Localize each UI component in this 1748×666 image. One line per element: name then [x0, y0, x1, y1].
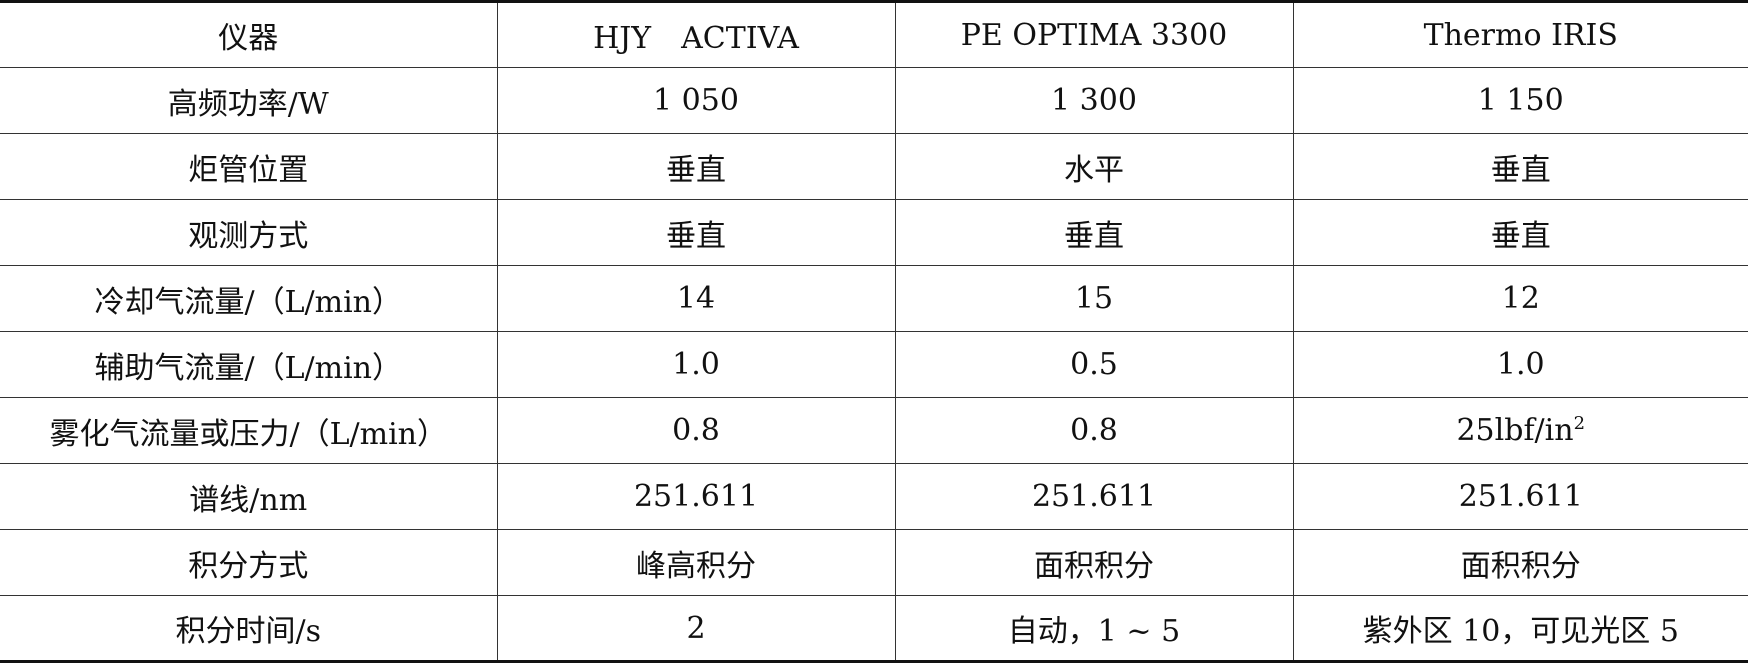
- pressure-value: 25lbf/in: [1456, 413, 1574, 448]
- table-cell: 0.8: [496, 397, 896, 464]
- table-cell: 2: [496, 595, 896, 663]
- table-cell: 峰高积分: [496, 529, 896, 596]
- table-cell: 1.0: [1292, 331, 1748, 398]
- table-cell: 自动，1 ~ 5: [894, 595, 1294, 663]
- table-cell: 紫外区 10，可见光区 5: [1292, 595, 1748, 663]
- table-cell: 1 050: [496, 67, 896, 134]
- table-cell: 垂直: [894, 199, 1294, 266]
- table-cell: 面积积分: [894, 529, 1294, 596]
- table-cell: 1.0: [496, 331, 896, 398]
- header-cell-pe-optima: PE OPTIMA 3300: [894, 0, 1294, 68]
- table-cell: 15: [894, 265, 1294, 332]
- table-row: 高频功率/W 1 050 1 300 1 150: [0, 67, 1748, 134]
- table-row: 观测方式 垂直 垂直 垂直: [0, 199, 1748, 266]
- table-cell: 1 150: [1292, 67, 1748, 134]
- table-cell: 0.5: [894, 331, 1294, 398]
- row-label-cell: 高频功率/W: [0, 67, 498, 134]
- row-label-cell: 冷却气流量/（L/min）: [0, 265, 498, 332]
- row-label-cell: 辅助气流量/（L/min）: [0, 331, 498, 398]
- table-cell: 垂直: [1292, 133, 1748, 200]
- header-cell-hjy-activa: HJY ACTIVA: [496, 0, 896, 68]
- row-label-cell: 积分方式: [0, 529, 498, 596]
- pressure-exponent: 2: [1573, 413, 1586, 434]
- table-row: 雾化气流量或压力/（L/min） 0.8 0.8 25lbf/in2: [0, 397, 1748, 464]
- table-row: 冷却气流量/（L/min） 14 15 12: [0, 265, 1748, 332]
- table-cell: 面积积分: [1292, 529, 1748, 596]
- header-cell-thermo-iris: Thermo IRIS: [1292, 0, 1748, 68]
- table-row: 炬管位置 垂直 水平 垂直: [0, 133, 1748, 200]
- table-cell: 251.611: [894, 463, 1294, 530]
- table-cell: 251.611: [496, 463, 896, 530]
- row-label-cell: 雾化气流量或压力/（L/min）: [0, 397, 498, 464]
- table-cell: 14: [496, 265, 896, 332]
- row-label-cell: 炬管位置: [0, 133, 498, 200]
- table-row: 积分时间/s 2 自动，1 ~ 5 紫外区 10，可见光区 5: [0, 595, 1748, 663]
- row-label-cell: 观测方式: [0, 199, 498, 266]
- table-cell: 251.611: [1292, 463, 1748, 530]
- row-label-cell: 积分时间/s: [0, 595, 498, 663]
- table-cell: 水平: [894, 133, 1294, 200]
- table-header-row: 仪器 HJY ACTIVA PE OPTIMA 3300 Thermo IRIS: [0, 0, 1748, 68]
- header-cell-instrument: 仪器: [0, 0, 498, 68]
- table-cell: 12: [1292, 265, 1748, 332]
- table-row: 谱线/nm 251.611 251.611 251.611: [0, 463, 1748, 530]
- table-cell: 垂直: [1292, 199, 1748, 266]
- row-label-cell: 谱线/nm: [0, 463, 498, 530]
- table-cell: 垂直: [496, 199, 896, 266]
- table-cell: 0.8: [894, 397, 1294, 464]
- table-cell-pressure: 25lbf/in2: [1292, 397, 1748, 464]
- table-row: 辅助气流量/（L/min） 1.0 0.5 1.0: [0, 331, 1748, 398]
- table-row: 积分方式 峰高积分 面积积分 面积积分: [0, 529, 1748, 596]
- table-cell: 垂直: [496, 133, 896, 200]
- table-cell: 1 300: [894, 67, 1294, 134]
